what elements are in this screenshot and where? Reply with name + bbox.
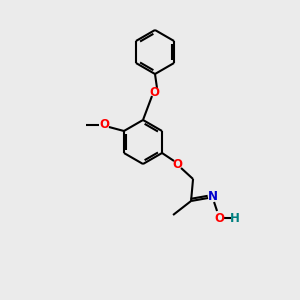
Text: O: O <box>149 85 159 98</box>
Text: O: O <box>99 118 109 131</box>
Text: N: N <box>208 190 218 203</box>
Text: O: O <box>172 158 182 172</box>
Text: O: O <box>214 212 224 224</box>
Text: H: H <box>230 212 240 224</box>
